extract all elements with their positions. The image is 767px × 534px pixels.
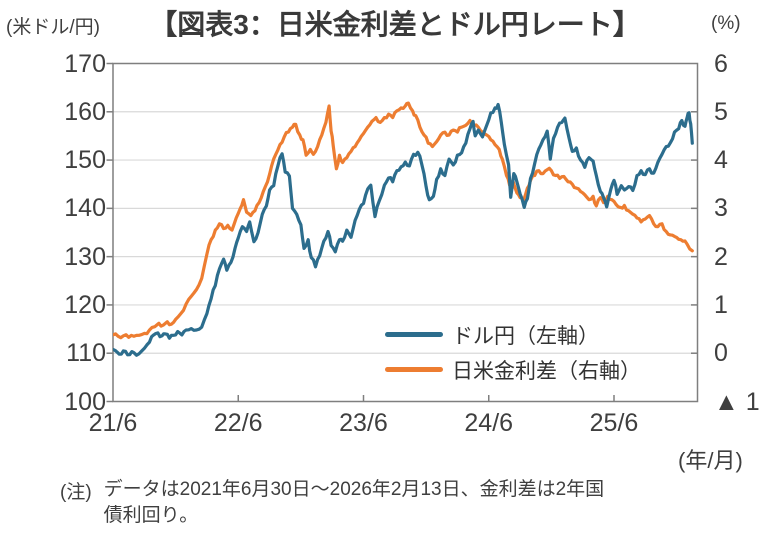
footnote: (注) データは2021年6月30日～2026年2月13日、金利差は2年国 債利…: [60, 477, 604, 529]
left-axis-tick-label: 100: [64, 387, 106, 416]
legend-item-rate-diff: 日米金利差（右軸）: [385, 352, 641, 387]
chart-title: 【図表3：日米金利差とドル円レート】: [149, 9, 641, 40]
footnote-text: データは2021年6月30日～2026年2月13日、金利差は2年国 債利回り。: [104, 477, 605, 529]
right-axis-tick-label: 2: [714, 242, 728, 271]
footnote-line1: データは2021年6月30日～2026年2月13日、金利差は2年国: [103, 479, 605, 500]
right-axis-tick-label: 5: [714, 97, 728, 126]
left-axis-tick-label: 110: [66, 339, 106, 368]
left-axis-tick-label: 150: [64, 146, 106, 175]
left-axis-tick-label: 170: [64, 49, 106, 78]
right-axis-tick-label: 3: [714, 194, 728, 223]
left-axis-tick-label: 160: [64, 97, 106, 126]
rate-diff-line: [113, 101, 694, 340]
x-axis-tick-label: 21/6: [88, 409, 138, 437]
legend: ドル円（左軸） 日米金利差（右軸）: [385, 317, 641, 387]
right-axis-unit-label: (%): [711, 13, 741, 34]
legend-label-rate-diff: 日米金利差（右軸）: [452, 359, 641, 383]
right-axis-tick-label: 0: [714, 339, 728, 368]
right-axis-tick-label: 6: [714, 49, 728, 78]
footnote-line2: 債利回り。: [103, 505, 199, 526]
right-axis-tick-label: 1: [714, 290, 728, 319]
left-axis-tick-label: 140: [64, 194, 106, 223]
legend-label-usdjpy: ドル円（左軸）: [452, 324, 599, 348]
x-axis-unit-label: (年/月): [678, 448, 743, 473]
left-axis-tick-label: 130: [64, 242, 106, 271]
right-axis-tick-label: ▲ 1: [714, 387, 760, 416]
left-axis-tick-label: 120: [64, 290, 106, 319]
x-axis-tick-label: 24/6: [464, 409, 514, 437]
plot-border: [112, 62, 699, 403]
x-axis-tick-label: 22/6: [213, 409, 263, 437]
x-axis-tick-label: 25/6: [589, 409, 639, 437]
footnote-prefix: (注): [60, 482, 92, 503]
right-axis-tick-label: 4: [714, 146, 728, 175]
rate-diff-line-swatch-icon: [385, 366, 443, 373]
left-axis-unit-label: (米ドル/円): [6, 17, 100, 38]
x-axis-tick-label: 23/6: [339, 409, 388, 437]
usdjpy-line-swatch-icon: [385, 331, 443, 338]
usdjpy-line: [113, 102, 694, 357]
legend-item-usdjpy: ドル円（左軸）: [385, 317, 641, 352]
